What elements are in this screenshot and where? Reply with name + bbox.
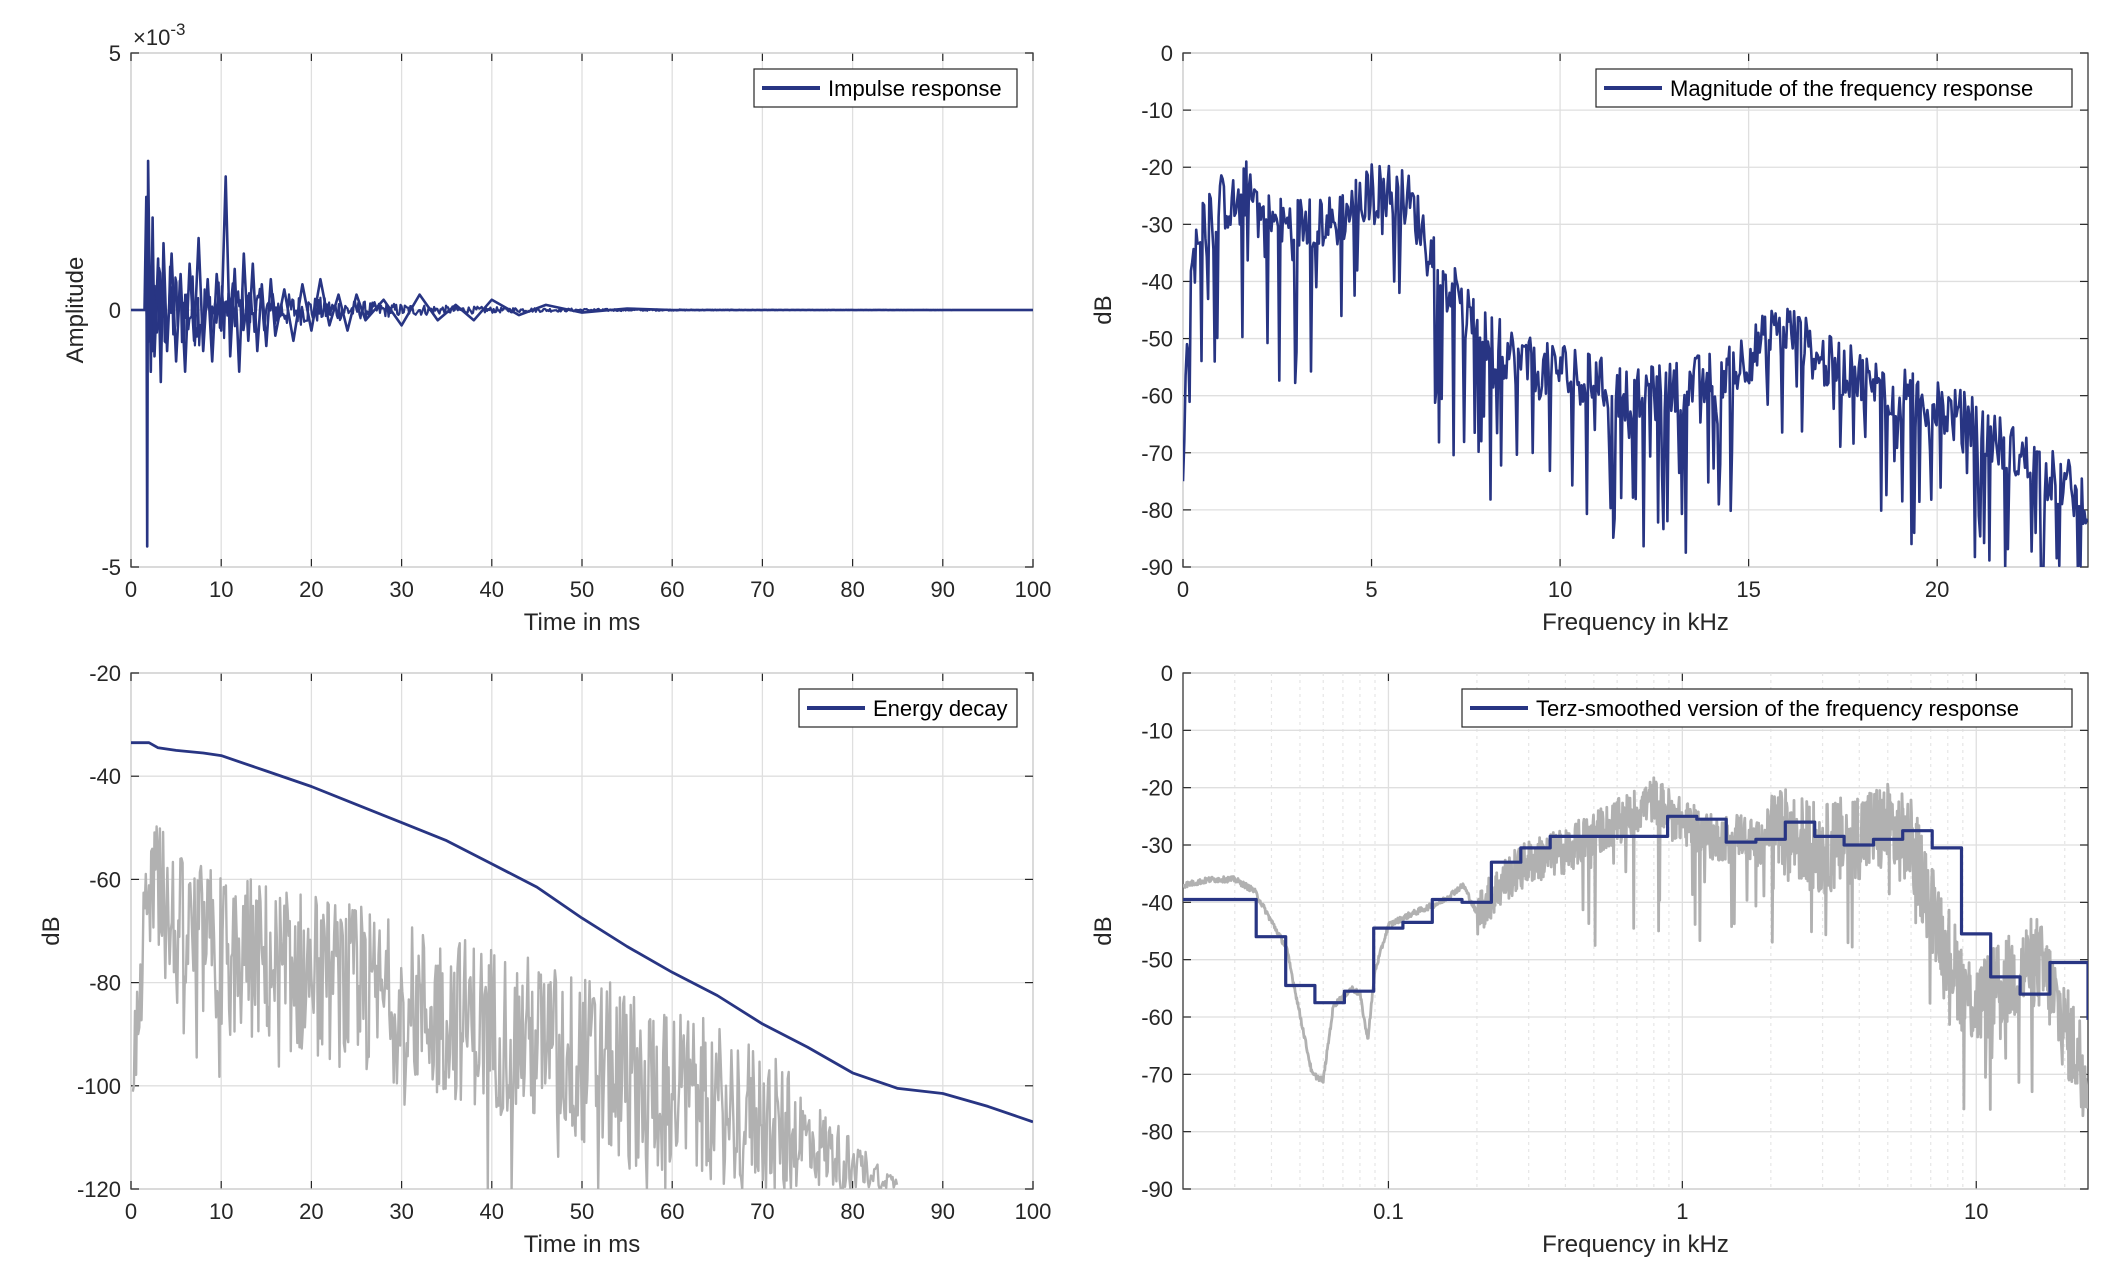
legend: Impulse response <box>753 68 1018 108</box>
legend-label: Impulse response <box>828 76 1002 101</box>
y-tick-label: -50 <box>1141 327 1173 352</box>
y-tick-label: -20 <box>89 661 121 686</box>
y-tick-label: -10 <box>1141 98 1173 123</box>
x-tick-label: 90 <box>931 577 955 602</box>
y-tick-label: -40 <box>1141 890 1173 915</box>
plot-content <box>1183 776 2088 1118</box>
y-axis-label: dB <box>38 916 65 945</box>
y-tick-label: -40 <box>89 764 121 789</box>
x-tick-label: 0.1 <box>1373 1199 1404 1224</box>
y-tick-label: -10 <box>1141 718 1173 743</box>
y-tick-label: -80 <box>1141 498 1173 523</box>
y-axis-label: Amplitude <box>62 257 89 364</box>
y-tick-label: -90 <box>1141 555 1173 580</box>
x-tick-label: 20 <box>1925 577 1949 602</box>
y-tick-label: 0 <box>109 298 121 323</box>
plot-content <box>131 741 1033 1189</box>
x-tick-label: 30 <box>389 577 413 602</box>
legend-box <box>1595 68 2073 108</box>
y-tick-label: -70 <box>1141 441 1173 466</box>
x-tick-label: 60 <box>660 577 684 602</box>
y-tick-label: -20 <box>1141 155 1173 180</box>
y-tick-label: -20 <box>1141 776 1173 801</box>
legend-box <box>1461 688 2073 728</box>
y-tick-label: -90 <box>1141 1177 1173 1202</box>
series-impulse-response <box>131 159 1033 548</box>
x-tick-label: 50 <box>570 1199 594 1224</box>
x-tick-label: 40 <box>480 1199 504 1224</box>
x-tick-label: 90 <box>931 1199 955 1224</box>
legend: Magnitude of the frequency response <box>1595 68 2073 108</box>
y-axis-label: dB <box>1090 916 1117 945</box>
x-tick-label: 40 <box>480 577 504 602</box>
x-tick-label: 1 <box>1676 1199 1688 1224</box>
y-tick-label: -60 <box>1141 1005 1173 1030</box>
x-tick-label: 70 <box>750 1199 774 1224</box>
y-axis-label: dB <box>1090 295 1117 324</box>
x-tick-label: 0 <box>125 1199 137 1224</box>
series-terz-raw <box>1183 776 2088 1118</box>
y-tick-label: 5 <box>109 41 121 66</box>
y-tick-label: -60 <box>1141 384 1173 409</box>
legend: Terz-smoothed version of the frequency r… <box>1461 688 2073 728</box>
chart-magnitude: 0 5 10 15 20 0 -10 -20 -30 -40 -50 -60 -70 -80 -90 Freq… <box>1090 41 2089 636</box>
x-tick-label: 70 <box>750 577 774 602</box>
legend-label: Terz-smoothed version of the frequency r… <box>1536 696 2019 721</box>
x-tick-label: 100 <box>1015 1199 1052 1224</box>
x-tick-label: 100 <box>1015 577 1052 602</box>
x-tick-label: 20 <box>299 577 323 602</box>
x-axis-label: Frequency in kHz <box>1542 609 1729 636</box>
series-energy-raw <box>131 825 899 1189</box>
x-tick-label: 60 <box>660 1199 684 1224</box>
x-axis-label: Frequency in kHz <box>1542 1231 1729 1258</box>
plot-content <box>1183 160 2088 567</box>
x-tick-label: 0 <box>1177 577 1189 602</box>
x-tick-label: 80 <box>840 1199 864 1224</box>
series-terz-smoothed <box>1183 814 2088 1020</box>
chart-energy: 0 10 20 30 40 50 60 70 80 90 100 -20 -40 -60 -80 -100 -1… <box>38 661 1051 1258</box>
chart-terz: 0.1 1 10 0 -10 -20 -30 -40 -50 -60 -70 -80 -90 Freque… <box>1090 661 2089 1258</box>
x-tick-label: 10 <box>209 577 233 602</box>
y-tick-label: 0 <box>1161 41 1173 66</box>
x-tick-label: 10 <box>1548 577 1572 602</box>
series-magnitude <box>1183 160 2088 567</box>
y-tick-label: -70 <box>1141 1062 1173 1087</box>
plot-content <box>131 159 1033 548</box>
x-tick-label: 20 <box>299 1199 323 1224</box>
y-tick-label: -50 <box>1141 948 1173 973</box>
legend-label: Magnitude of the frequency response <box>1670 76 2033 101</box>
plot-area <box>1182 672 2089 1190</box>
y-tick-label: -30 <box>1141 212 1173 237</box>
y-tick-label: -60 <box>89 867 121 892</box>
y-tick-label: -80 <box>89 971 121 996</box>
y-exponent-label: ×10-3 <box>133 20 185 50</box>
legend: Energy decay <box>798 688 1018 728</box>
y-tick-label: -40 <box>1141 269 1173 294</box>
x-axis-label: Time in ms <box>524 609 640 636</box>
legend-label: Energy decay <box>873 696 1008 721</box>
y-tick-label: -120 <box>77 1177 121 1202</box>
y-tick-label: -30 <box>1141 833 1173 858</box>
x-tick-label: 10 <box>1964 1199 1988 1224</box>
series-energy-decay <box>131 741 1033 1124</box>
x-tick-label: 30 <box>389 1199 413 1224</box>
y-tick-label: 0 <box>1161 661 1173 686</box>
x-tick-label: 80 <box>840 577 864 602</box>
y-tick-label: -80 <box>1141 1120 1173 1145</box>
x-tick-label: 50 <box>570 577 594 602</box>
x-tick-label: 10 <box>209 1199 233 1224</box>
x-tick-label: 0 <box>125 577 137 602</box>
x-tick-label: 15 <box>1736 577 1760 602</box>
y-tick-label: -100 <box>77 1074 121 1099</box>
x-tick-label: 5 <box>1365 577 1377 602</box>
y-tick-label: -5 <box>101 555 121 580</box>
x-axis-label: Time in ms <box>524 1231 640 1258</box>
